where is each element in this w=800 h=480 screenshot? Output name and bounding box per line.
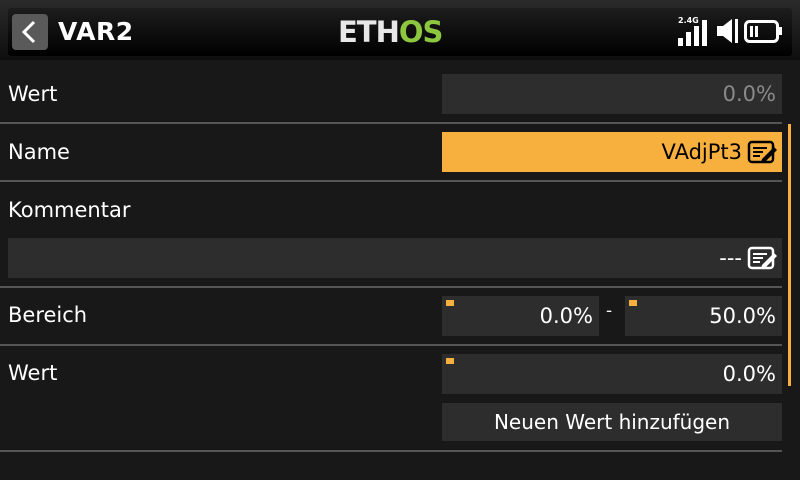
wert-top-label: Wert [8,82,58,106]
wert-label: Wert [8,361,58,385]
bereich-label: Bereich [8,303,88,327]
bereich-min-field[interactable]: 0.0% [442,296,599,336]
signal-bars-icon: 2.4G [678,16,712,46]
edit-icon [747,140,777,164]
chevron-left-icon [21,20,36,44]
wert-field[interactable]: 0.0% [442,354,782,394]
name-field[interactable]: VAdjPt3 [442,132,782,172]
row-divider [0,286,782,288]
range-separator: - [606,301,613,321]
kommentar-field[interactable]: --- [8,238,782,278]
name-value: VAdjPt3 [661,140,742,164]
row-divider [0,450,782,452]
row-divider [0,180,782,182]
logo-text-os: OS [398,15,444,49]
signal-bar-2 [686,32,691,46]
wert-value: 0.0% [722,362,776,386]
logo-text-eth: ETH [338,15,400,49]
options-mark-icon [629,300,637,306]
bereich-min-value: 0.0% [539,304,593,328]
row-divider [0,344,782,346]
ethos-logo: ETHOS [338,15,444,49]
row-divider [0,122,782,124]
bereich-max-field[interactable]: 50.0% [625,296,782,336]
options-mark-icon [446,300,454,306]
battery-icon [744,20,782,43]
name-label: Name [8,140,70,164]
speaker-icon [717,19,738,43]
scrollbar[interactable] [788,124,791,386]
bereich-max-value: 50.0% [709,304,776,328]
signal-bar-3 [694,26,699,46]
kommentar-label: Kommentar [8,198,131,222]
wert-top-field: 0.0% [442,74,782,114]
page-title: VAR2 [58,17,134,46]
signal-bar-4 [702,20,707,46]
top-bar-background [8,8,792,56]
signal-band-label: 2.4G [678,16,699,25]
kommentar-value: --- [719,246,742,270]
options-mark-icon [446,358,454,364]
back-button[interactable] [12,14,48,50]
add-value-button[interactable]: Neuen Wert hinzufügen [442,403,782,441]
top-bar: VAR2 ETHOS 2.4G [0,0,800,60]
signal-bar-1 [678,38,683,46]
edit-icon [747,246,777,270]
